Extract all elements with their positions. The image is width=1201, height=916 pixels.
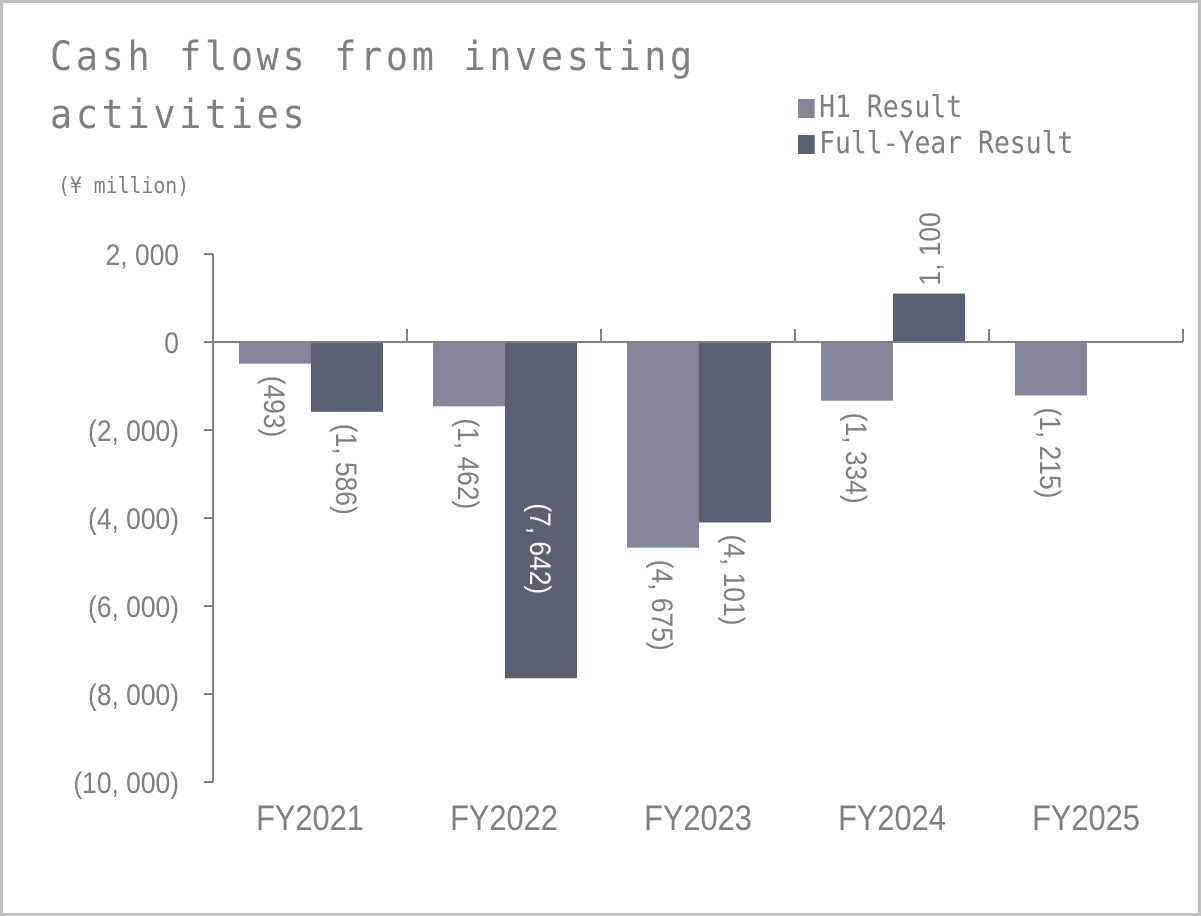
y-tick-label: (2, 000) [88, 413, 179, 447]
bars [239, 293, 1087, 679]
y-tick-label: (4, 000) [88, 501, 179, 535]
y-tick-label: (10, 000) [73, 765, 179, 799]
y-tick-label: (8, 000) [88, 677, 179, 711]
bar [821, 342, 893, 401]
x-tick-label: FY2022 [450, 798, 558, 837]
x-axis: FY2021 FY2022 FY2023 FY2024 FY2025 [213, 329, 1184, 837]
data-label: (1, 215) [1034, 407, 1068, 498]
data-label: 1, 100 [912, 212, 946, 285]
legend-swatch-h1 [798, 98, 815, 118]
bar [699, 342, 771, 523]
title-line-2: activities [50, 92, 309, 138]
legend-label-full-year: Full-Year Result [819, 126, 1074, 161]
bar [627, 342, 699, 548]
bar [893, 293, 965, 342]
legend-label-h1: H1 Result [819, 90, 963, 125]
y-tick-label: 2, 000 [106, 237, 179, 271]
x-tick-label: FY2021 [256, 798, 364, 837]
data-label: (1, 586) [330, 424, 364, 515]
data-label: (1, 334) [840, 413, 874, 504]
y-tick-label: 0 [164, 325, 179, 359]
data-label: (4, 101) [718, 534, 752, 625]
bar [239, 342, 311, 364]
legend: H1 Result Full-Year Result [798, 90, 1111, 162]
data-label: (7, 642) [524, 503, 558, 594]
bar [505, 342, 577, 679]
x-tick-label: FY2023 [644, 798, 752, 837]
legend-item-full-year: Full-Year Result [798, 126, 1073, 162]
bar [1015, 342, 1087, 396]
bar [311, 342, 383, 412]
data-labels: (493) (1, 462) (4, 675) (1, 334) (1, 215) (1,… [258, 212, 1068, 650]
data-label: (4, 675) [646, 560, 680, 651]
y-axis: 2, 000 0 (2, 000) (4, 000) (6, 000) (8, 000) (… [73, 237, 214, 799]
legend-item-h1: H1 Result [798, 90, 1073, 126]
bar [433, 342, 505, 407]
data-label: (493) [258, 376, 292, 438]
chart-title: Cash flows from investing activities [50, 28, 696, 144]
data-label: (1, 462) [452, 418, 486, 509]
x-tick-label: FY2024 [838, 798, 946, 837]
legend-swatch-full-year [798, 134, 815, 154]
unit-label: (¥ million) [58, 174, 190, 199]
title-line-1: Cash flows from investing [50, 34, 696, 80]
y-tick-label: (6, 000) [88, 589, 179, 623]
x-tick-label: FY2025 [1032, 798, 1140, 837]
